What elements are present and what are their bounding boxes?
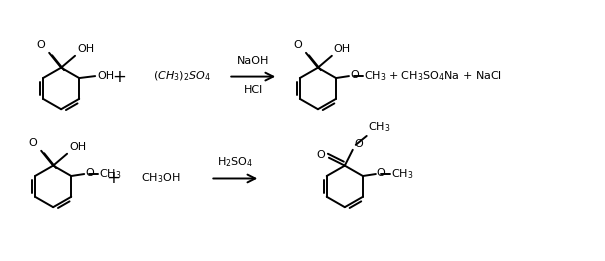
Text: +: +	[112, 68, 126, 86]
Text: O: O	[316, 150, 325, 160]
Text: +: +	[106, 169, 120, 187]
Text: OH: OH	[69, 142, 86, 152]
Text: H$_2$SO$_4$: H$_2$SO$_4$	[217, 155, 253, 169]
Text: CH$_3$: CH$_3$	[99, 167, 122, 181]
Text: O: O	[36, 40, 45, 50]
Text: + CH$_3$SO$_4$Na + NaCl: + CH$_3$SO$_4$Na + NaCl	[388, 70, 502, 84]
Text: O: O	[377, 168, 385, 178]
Text: NaOH: NaOH	[237, 56, 269, 66]
Text: CH$_3$: CH$_3$	[368, 120, 390, 134]
Text: OH: OH	[97, 71, 114, 81]
Text: OH: OH	[77, 44, 94, 54]
Text: HCl: HCl	[244, 86, 263, 96]
Text: O: O	[293, 40, 302, 50]
Text: O: O	[28, 138, 38, 148]
Text: CH$_3$: CH$_3$	[391, 167, 413, 181]
Text: $(CH_3)_2SO_4$: $(CH_3)_2SO_4$	[152, 70, 211, 83]
Text: O: O	[85, 168, 94, 178]
Text: OH: OH	[334, 44, 351, 54]
Text: CH$_3$: CH$_3$	[364, 69, 387, 83]
Text: O: O	[355, 139, 364, 149]
Text: O: O	[350, 70, 359, 80]
Text: CH$_3$OH: CH$_3$OH	[141, 171, 180, 185]
